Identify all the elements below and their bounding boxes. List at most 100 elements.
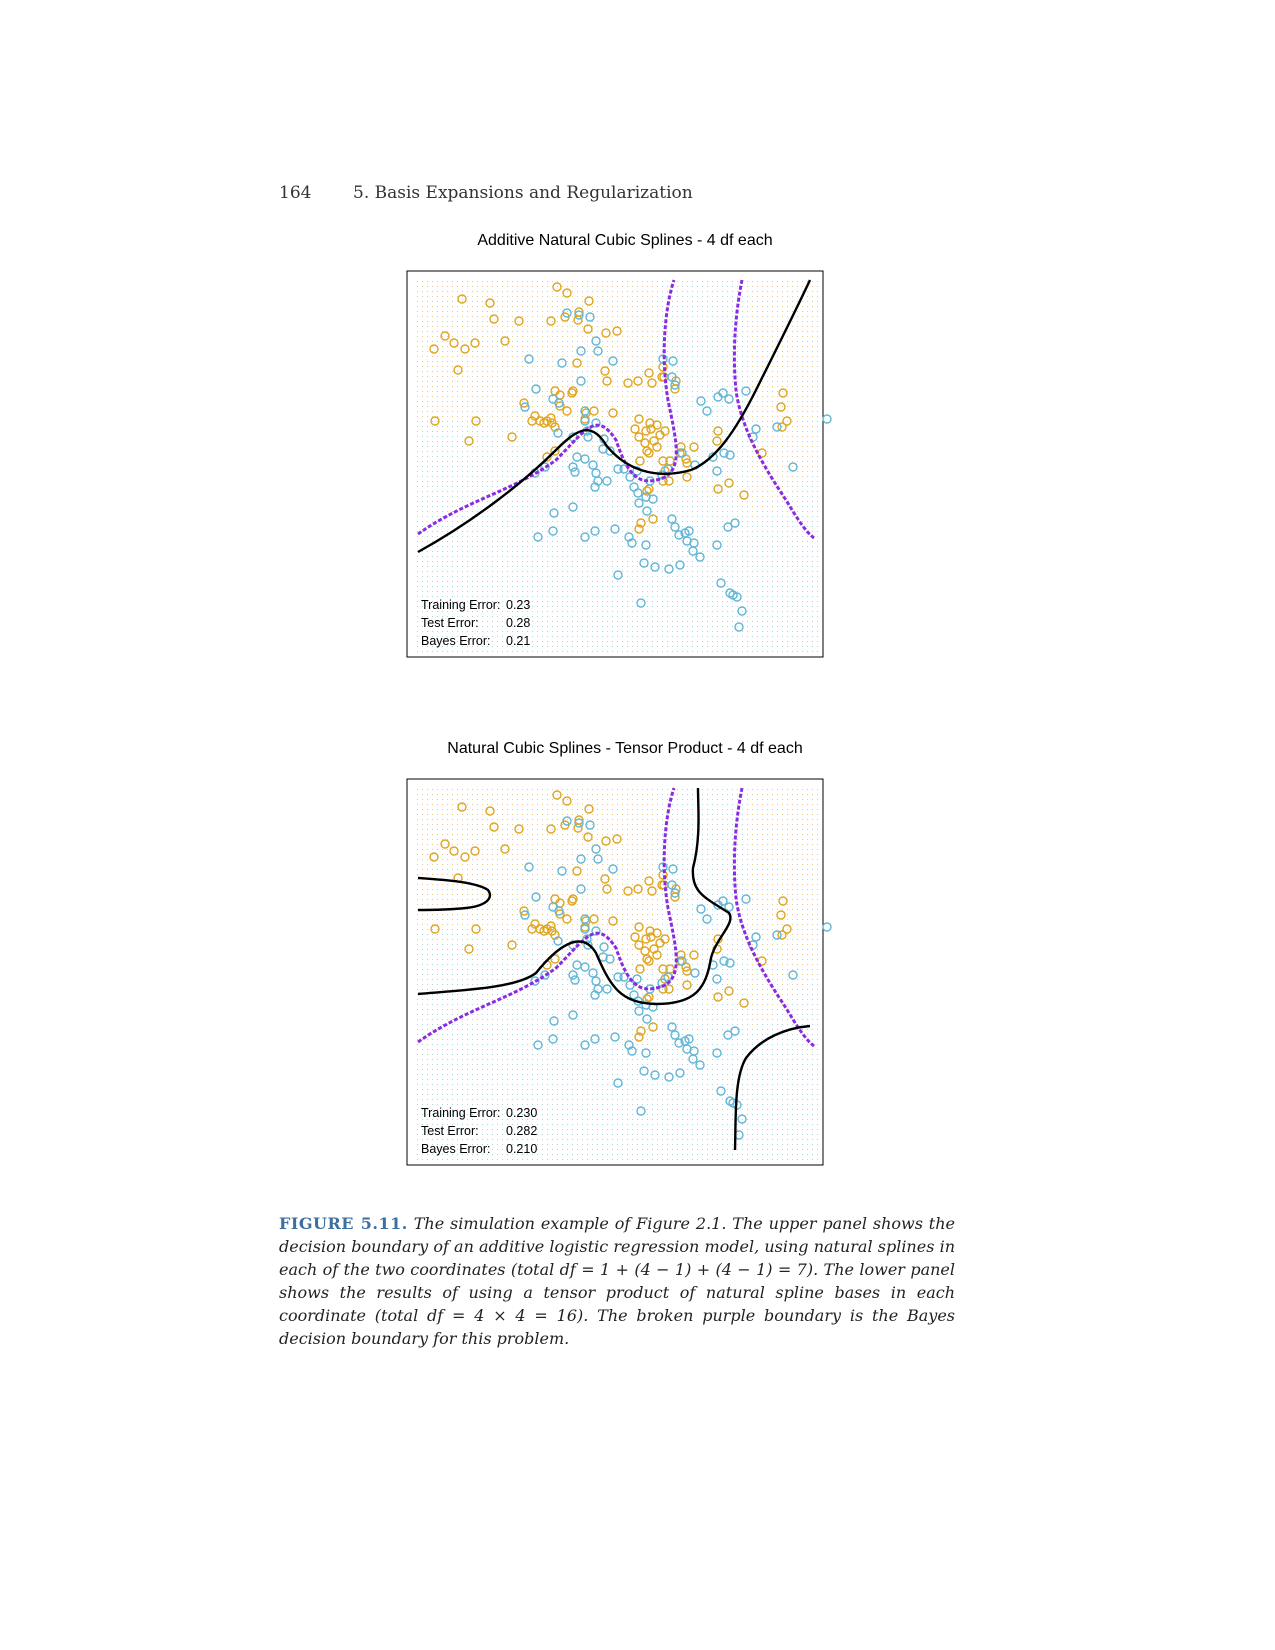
orange-point [644,448,654,458]
orange-point [634,414,644,424]
orange-point [584,296,594,306]
stat-value: 0.210 [506,1142,537,1156]
orange-point [546,316,556,326]
blue-point [613,570,623,580]
orange-point [713,426,723,436]
blue-point [576,346,586,356]
blue-point [741,894,751,904]
blue-point [670,888,680,898]
blue-point [585,820,595,830]
stat-label: Test Error: [421,616,479,630]
blue-point [667,880,677,890]
stat-label: Bayes Error: [421,1142,490,1156]
orange-point [644,876,654,886]
blue-point [636,598,646,608]
blue-point [725,450,735,460]
blue-point [634,498,644,508]
blue-point [719,956,729,966]
orange-point [634,922,644,932]
blue-point [696,904,706,914]
blue-point [724,902,734,912]
blue-point [708,452,718,462]
orange-point [660,934,670,944]
orange-point [660,426,670,436]
orange-point [670,384,680,394]
blue-point [822,922,832,932]
blue-point [670,522,680,532]
blue-point [788,970,798,980]
orange-point [430,924,440,934]
blue-point [602,984,612,994]
orange-point [608,916,618,926]
blue-point [719,448,729,458]
blue-point [741,386,751,396]
orange-point [739,490,749,500]
blue-point [590,1034,600,1044]
orange-point [589,406,599,416]
orange-point [649,436,659,446]
blue-point [702,406,712,416]
orange-point [634,1032,644,1042]
orange-point [608,408,618,418]
blue-points [520,816,832,1140]
blue-point [549,508,559,518]
blue-point [608,356,618,366]
orange-point [630,932,640,942]
orange-point [573,315,583,325]
orange-point [602,884,612,894]
blue-point [668,356,678,366]
orange-point [546,824,556,834]
orange-point [601,328,611,338]
blue-point [574,818,584,828]
blue-point [702,914,712,924]
blue-point [570,467,580,477]
running-head-title: 5. Basis Expansions and Regularization [353,183,693,203]
stat-label: Training Error: [421,598,500,612]
blue-point [650,1070,660,1080]
orange-point [530,919,540,929]
blue-point [590,482,600,492]
orange-point [635,964,645,974]
orange-point [429,344,439,354]
orange-point [689,950,699,960]
orange-points [429,790,792,1042]
blue-point [576,854,586,864]
orange-point [648,514,658,524]
bayes-boundary [417,787,678,1044]
blue-point [568,970,578,980]
blue-point [642,506,652,516]
orange-point [464,944,474,954]
stat-value: 0.23 [506,598,530,612]
blue-point [593,346,603,356]
blue-point [675,1068,685,1078]
orange-point [724,986,734,996]
blue-point [725,958,735,968]
orange-point [623,886,633,896]
orange-point [584,804,594,814]
orange-point [457,802,467,812]
orange-point [546,921,556,931]
blue-point [568,502,578,512]
blue-point [554,906,564,916]
orange-point [471,416,481,426]
orange-point [682,472,692,482]
blue-point [730,1026,740,1036]
orange-point [589,914,599,924]
blue-point [688,1054,698,1064]
blue-point [568,1010,578,1020]
orange-point [562,406,572,416]
stat-value: 0.21 [506,634,530,648]
orange-point [485,806,495,816]
blue-point [533,1040,543,1050]
orange-point [562,914,572,924]
upper-panel-title: Additive Natural Cubic Splines - 4 df ea… [477,232,773,249]
blue-point [724,394,734,404]
error-stats: Training Error: 0.23 Test Error: 0.28 Bayes … [421,598,530,648]
orange-point [530,411,540,421]
blue-point [524,354,534,364]
lower-panel-title: Natural Cubic Splines - Tensor Product -… [447,740,803,757]
blue-point [580,454,590,464]
orange-point [507,940,517,950]
orange-point [562,288,572,298]
orange-point [470,846,480,856]
